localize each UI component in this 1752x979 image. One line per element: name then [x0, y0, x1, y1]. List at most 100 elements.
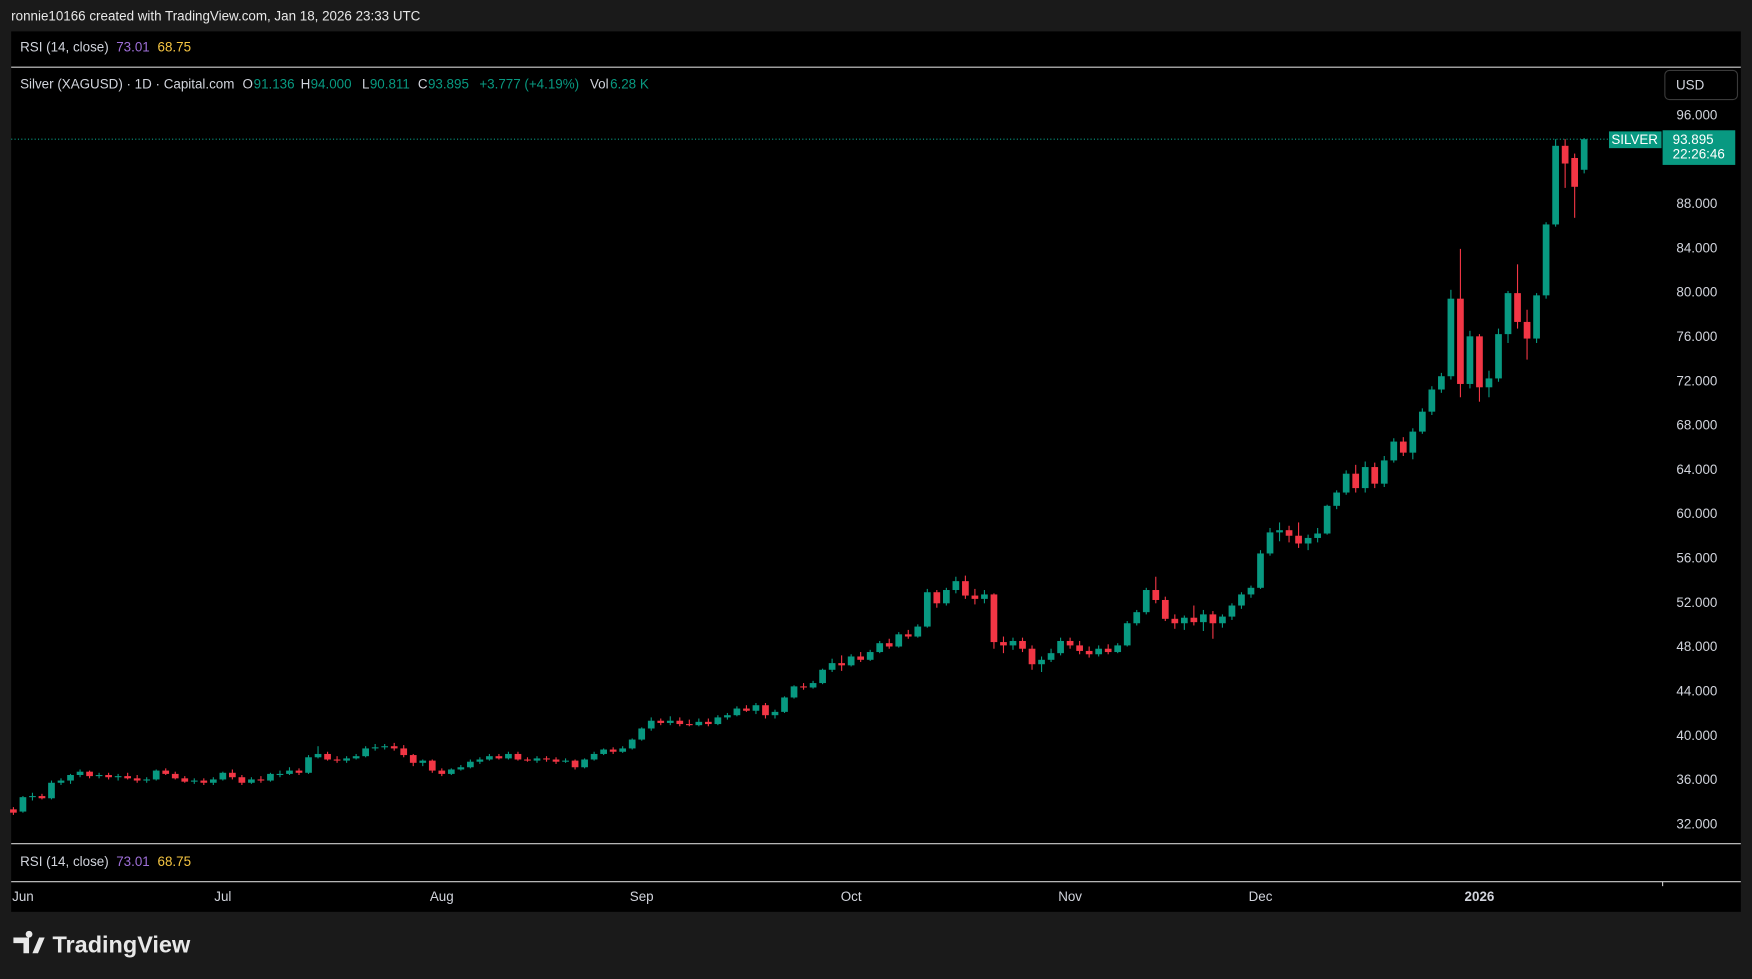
candle-body: [381, 746, 389, 748]
candle-body: [324, 753, 331, 760]
candle-body: [95, 775, 103, 777]
candle-body: [1019, 640, 1026, 649]
candle-body: [1057, 640, 1064, 654]
candle-body: [1095, 648, 1103, 655]
candle-body: [647, 720, 655, 729]
candle-body: [181, 778, 189, 782]
candle-body: [1228, 605, 1236, 617]
candle-body: [400, 748, 408, 756]
legend-key: H: [301, 77, 311, 92]
candle-body: [1133, 612, 1141, 624]
candle-body: [657, 720, 665, 723]
countdown-label: 22:26:46: [1673, 146, 1725, 161]
candle-body: [1323, 505, 1331, 534]
candle-body: [847, 656, 855, 666]
candle-body: [590, 753, 598, 760]
candle-body: [1257, 553, 1264, 588]
y-tick-label: 72.000: [1676, 373, 1717, 388]
candle-body: [1076, 645, 1083, 651]
candle-body: [600, 749, 607, 754]
y-tick-label: 44.000: [1676, 683, 1717, 698]
candle-body: [152, 770, 160, 780]
legend-key: Vol: [590, 77, 609, 92]
y-tick-label: 96.000: [1676, 107, 1717, 122]
candle-body: [1238, 594, 1245, 606]
candle-body: [1114, 645, 1122, 653]
candle-body: [971, 595, 979, 599]
candle-body: [171, 773, 179, 779]
candle-body: [1247, 587, 1255, 595]
rsi-value: 73.01: [116, 40, 150, 55]
legend-key: O: [242, 77, 252, 92]
candle-body: [1561, 145, 1569, 164]
candle-body: [1361, 467, 1369, 489]
candle-body: [276, 773, 284, 776]
x-tick-label: Aug: [430, 889, 454, 904]
candle-body: [124, 776, 131, 779]
candle-body: [1200, 614, 1207, 623]
candle-body: [962, 581, 969, 596]
candle-body: [305, 757, 312, 773]
candle-body: [581, 759, 588, 768]
candle-body: [57, 780, 65, 783]
y-tick-label: 48.000: [1676, 639, 1717, 654]
legend-value: 93.895: [428, 77, 469, 92]
candle-body: [609, 749, 617, 752]
price-tag-label: 93.895: [1673, 132, 1714, 147]
candle-body: [533, 758, 541, 761]
candle-body: [200, 780, 208, 783]
candle-body: [800, 686, 807, 688]
legend-key: L: [362, 77, 369, 92]
candle-body: [1523, 321, 1531, 339]
candle-body: [295, 770, 303, 773]
candle-body: [476, 759, 484, 762]
candle-body: [343, 758, 350, 761]
candle-body: [371, 747, 379, 749]
candle-body: [914, 626, 922, 637]
candle-body: [724, 715, 731, 718]
legend-symbol: Silver (XAGUSD) · 1D · Capital.com: [20, 77, 234, 92]
candle-body: [438, 770, 446, 774]
candle-body: [1047, 653, 1055, 660]
candle-body: [1571, 157, 1579, 187]
y-tick-label: 88.000: [1676, 196, 1717, 211]
candle-body: [990, 594, 998, 643]
candle-body: [409, 755, 417, 763]
y-tick-label: 80.000: [1676, 285, 1717, 300]
candle-body: [257, 779, 265, 781]
candle-body: [1476, 336, 1483, 388]
candle-body: [86, 771, 93, 777]
candle-body: [29, 796, 36, 798]
candle-body: [10, 809, 17, 813]
candle-body: [1209, 614, 1217, 624]
candle-body: [238, 777, 246, 783]
chart-frame: [11, 31, 1741, 912]
candle-body: [1418, 411, 1426, 432]
candle-body: [1380, 460, 1388, 484]
candle-body: [76, 771, 84, 776]
currency-button[interactable]: [1664, 69, 1739, 101]
candle-body: [666, 720, 674, 723]
candle-body: [1390, 441, 1398, 461]
candle-body: [752, 705, 760, 711]
candle-body: [638, 728, 646, 740]
candle-body: [1371, 467, 1379, 484]
candle-body: [866, 652, 874, 660]
candle-body: [190, 780, 198, 782]
candle-body: [1533, 295, 1540, 339]
candle-body: [1504, 293, 1512, 335]
candle-body: [1180, 617, 1188, 624]
currency-label[interactable]: USD: [1676, 78, 1705, 93]
candle-body: [1266, 532, 1274, 554]
candle-body: [1104, 648, 1112, 653]
candle-body: [286, 770, 293, 774]
y-tick-label: 40.000: [1676, 728, 1717, 743]
candle-body: [1409, 431, 1417, 453]
candle-body: [1009, 640, 1017, 646]
y-tick-label: 84.000: [1676, 240, 1717, 255]
candle-body: [486, 756, 493, 760]
rsi-title: RSI (14, close): [20, 40, 109, 55]
legend-value: 91.136: [254, 77, 295, 92]
candle-body: [1142, 590, 1150, 613]
